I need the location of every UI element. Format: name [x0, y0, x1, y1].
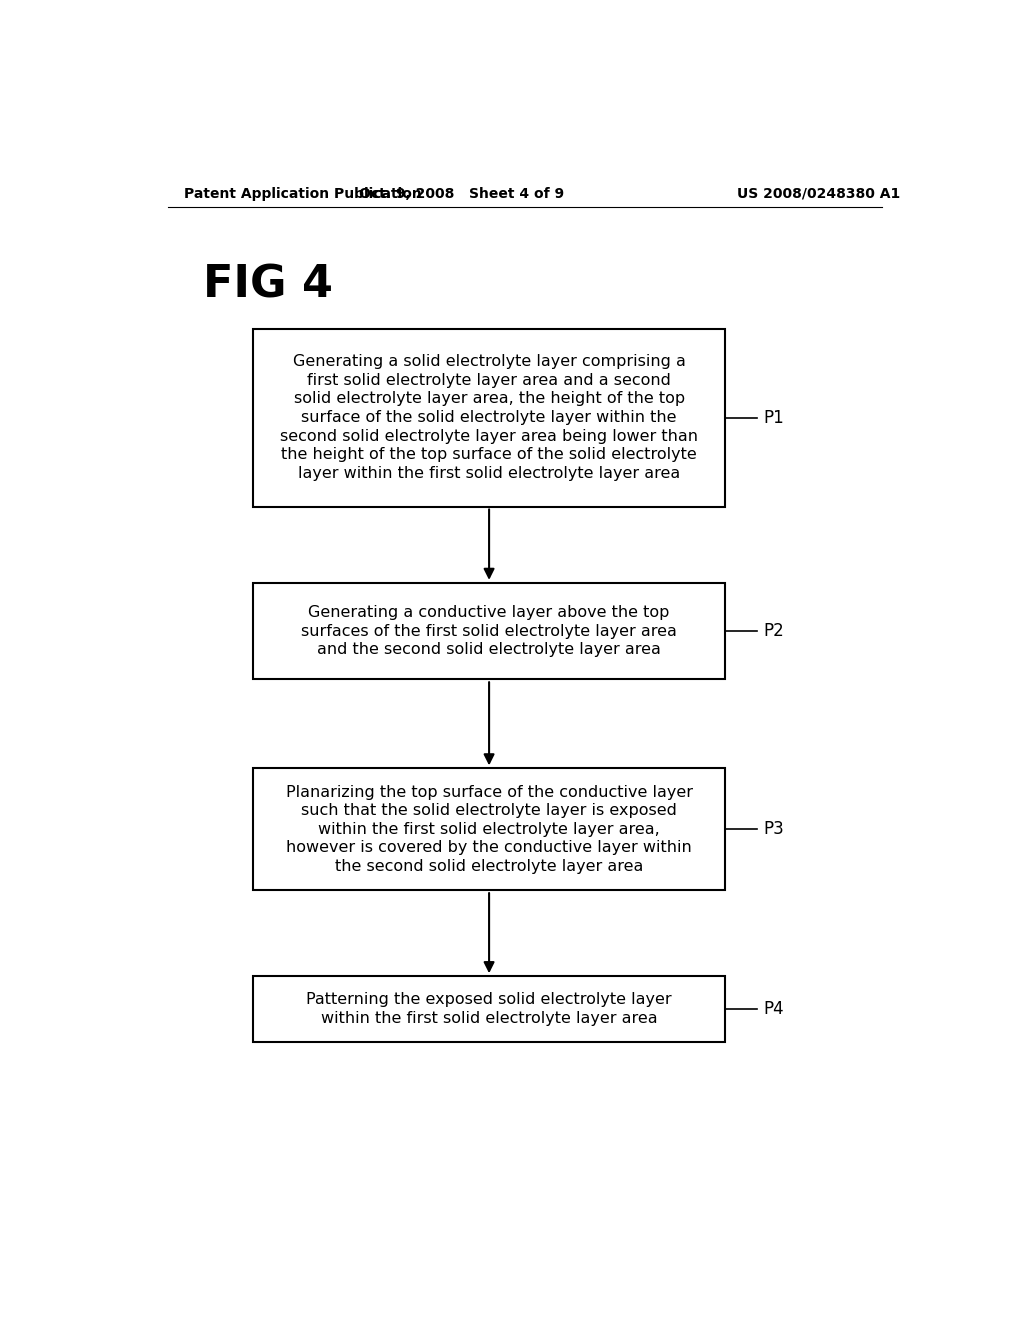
Text: P1: P1 — [763, 409, 784, 426]
FancyBboxPatch shape — [253, 329, 725, 507]
Text: Oct. 9, 2008   Sheet 4 of 9: Oct. 9, 2008 Sheet 4 of 9 — [358, 187, 564, 201]
FancyBboxPatch shape — [253, 582, 725, 680]
Text: FIG 4: FIG 4 — [204, 264, 334, 308]
Text: Patent Application Publication: Patent Application Publication — [183, 187, 421, 201]
Text: P2: P2 — [763, 622, 784, 640]
FancyBboxPatch shape — [253, 975, 725, 1043]
Text: Planarizing the top surface of the conductive layer
such that the solid electrol: Planarizing the top surface of the condu… — [286, 784, 692, 874]
Text: P3: P3 — [763, 820, 784, 838]
Text: Generating a solid electrolyte layer comprising a
first solid electrolyte layer : Generating a solid electrolyte layer com… — [281, 354, 698, 480]
FancyBboxPatch shape — [253, 768, 725, 890]
Text: Patterning the exposed solid electrolyte layer
within the first solid electrolyt: Patterning the exposed solid electrolyte… — [306, 993, 672, 1026]
Text: P4: P4 — [763, 1001, 784, 1018]
Text: US 2008/0248380 A1: US 2008/0248380 A1 — [737, 187, 900, 201]
Text: Generating a conductive layer above the top
surfaces of the first solid electrol: Generating a conductive layer above the … — [301, 605, 677, 657]
